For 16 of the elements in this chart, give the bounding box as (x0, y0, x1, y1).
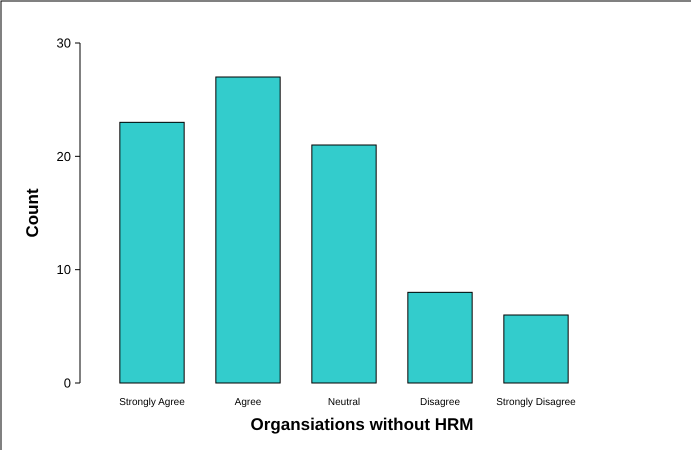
bar (119, 122, 185, 384)
bar (311, 144, 377, 384)
bar (407, 292, 473, 384)
x-axis-title: Organsiations without HRM (250, 415, 474, 434)
x-tick-label: Strongly Disagree (496, 397, 576, 408)
bar (503, 314, 569, 384)
y-axis-title: Count (23, 188, 42, 238)
x-tick-label: Neutral (328, 397, 360, 408)
x-tick-label: Disagree (420, 397, 460, 408)
bar (215, 76, 281, 384)
y-tick-label: 20 (56, 148, 71, 164)
y-tick-label: 0 (64, 376, 71, 391)
x-tick-label: Agree (234, 397, 262, 408)
y-tick-label: 30 (56, 36, 71, 51)
x-tick-label: Strongly Agree (119, 397, 186, 408)
y-tick-label: 10 (56, 262, 71, 278)
